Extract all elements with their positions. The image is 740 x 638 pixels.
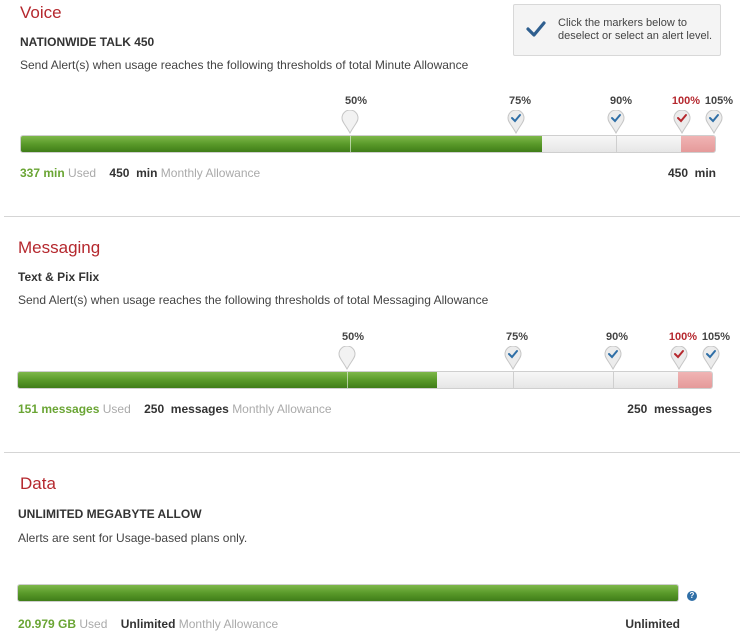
tip-text: Click the markers below to deselect or s…: [558, 17, 713, 42]
voice-used-value: 337 min: [20, 166, 65, 180]
voice-description: Send Alert(s) when usage reaches the fol…: [20, 58, 469, 72]
messaging-usage-summary: 151 messages Used 250 messages Monthly A…: [18, 402, 332, 416]
question-icon[interactable]: ?: [687, 591, 697, 601]
voice-marker-100[interactable]: [673, 110, 691, 134]
voice-marker-label-75: 75%: [508, 95, 532, 107]
data-allowance-label: Monthly Allowance: [178, 617, 279, 631]
voice-usage-summary: 337 min Used 450 min Monthly Allowance: [20, 166, 260, 180]
messaging-marker-100[interactable]: [670, 346, 688, 370]
messaging-marker-label-90: 90%: [605, 331, 629, 343]
messaging-tick-75: [513, 372, 514, 388]
checkmark-icon: [526, 21, 546, 42]
voice-marker-label-100: 100%: [671, 95, 701, 107]
voice-tick-50: [350, 136, 351, 152]
data-allowance-value: Unlimited: [120, 617, 176, 631]
messaging-description: Send Alert(s) when usage reaches the fol…: [18, 293, 489, 307]
messaging-allowance-label: Monthly Allowance: [232, 402, 332, 416]
messaging-marker-label-50: 50%: [341, 331, 365, 343]
voice-plan-name: NATIONWIDE TALK 450: [20, 35, 155, 49]
messaging-used-label: Used: [102, 402, 131, 416]
voice-divider: [4, 216, 740, 217]
data-used-label: Used: [79, 617, 108, 631]
data-title: Data: [20, 474, 56, 493]
messaging-usage-fill: [18, 372, 438, 388]
messaging-marker-105[interactable]: [702, 346, 720, 370]
messaging-title: Messaging: [18, 238, 101, 257]
messaging-total-right: 250 messages: [627, 402, 712, 416]
voice-marker-label-105: 105%: [704, 95, 734, 107]
messaging-marker-label-100: 100%: [668, 331, 698, 343]
messaging-plan-name: Text & Pix Flix: [18, 270, 100, 284]
messaging-marker-label-105: 105%: [701, 331, 731, 343]
messaging-marker-label-75: 75%: [505, 331, 529, 343]
voice-allowance-value: 450 min: [109, 166, 158, 180]
data-usage-bar: [17, 584, 679, 602]
voice-used-label: Used: [68, 166, 97, 180]
voice-usage-bar: [20, 135, 716, 153]
messaging-marker-50[interactable]: [338, 346, 356, 370]
data-used-value: 20.979 GB: [18, 617, 77, 631]
messaging-tick-90: [613, 372, 614, 388]
messaging-overage-zone: [678, 372, 712, 388]
alert-tip-box: Click the markers below to deselect or s…: [513, 4, 721, 56]
data-description: Alerts are sent for Usage-based plans on…: [18, 531, 248, 545]
voice-section: Voice NATIONWIDE TALK 450 Send Alert(s) …: [0, 0, 740, 216]
messaging-marker-90[interactable]: [604, 346, 622, 370]
voice-tick-90: [616, 136, 617, 152]
data-total-right: Unlimited: [625, 617, 680, 631]
voice-marker-105[interactable]: [705, 110, 723, 134]
data-plan-name: UNLIMITED MEGABYTE ALLOW: [18, 507, 202, 521]
messaging-allowance-value: 250 messages: [144, 402, 229, 416]
voice-marker-50[interactable]: [341, 110, 359, 134]
data-usage-summary: 20.979 GB Used Unlimited Monthly Allowan…: [18, 617, 278, 631]
voice-marker-75[interactable]: [507, 110, 525, 134]
messaging-tick-50: [347, 372, 348, 388]
messaging-divider: [4, 452, 740, 453]
voice-overage-zone: [681, 136, 715, 152]
messaging-marker-75[interactable]: [504, 346, 522, 370]
voice-allowance-label: Monthly Allowance: [160, 166, 261, 180]
voice-total-right: 450 min: [667, 166, 716, 180]
voice-usage-fill: [21, 136, 542, 152]
voice-title: Voice: [20, 3, 62, 22]
voice-marker-label-50: 50%: [344, 95, 368, 107]
messaging-used-value: 151 messages: [18, 402, 100, 416]
data-section: Data UNLIMITED MEGABYTE ALLOW Alerts are…: [0, 452, 740, 638]
messaging-section: Messaging Text & Pix Flix Send Alert(s) …: [0, 216, 740, 452]
messaging-usage-bar: [17, 371, 713, 389]
voice-marker-90[interactable]: [607, 110, 625, 134]
data-usage-fill: [18, 585, 678, 601]
voice-marker-label-90: 90%: [609, 95, 633, 107]
